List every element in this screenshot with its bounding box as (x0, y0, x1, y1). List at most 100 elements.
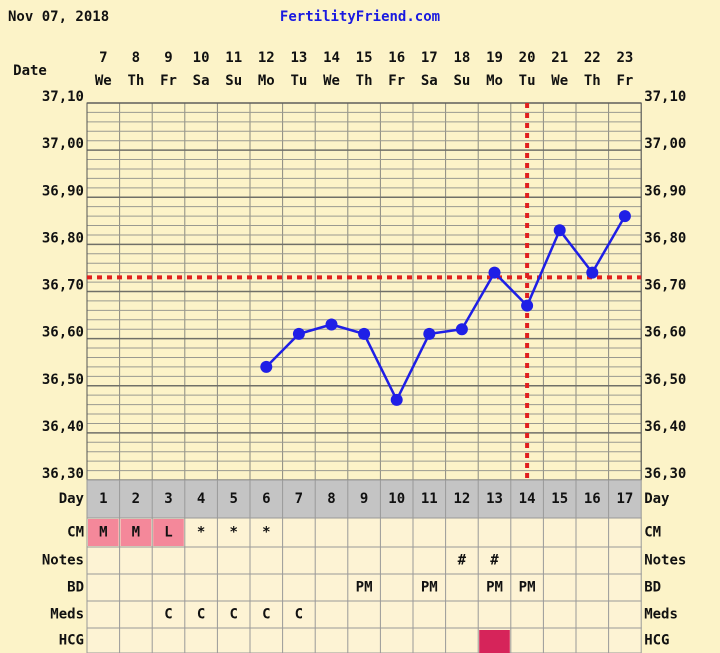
cell-text: 6 (262, 491, 270, 507)
x-tick-label: 19 (486, 50, 503, 66)
cell-text: 7 (295, 491, 303, 507)
y-tick-label: 37,00 (42, 136, 84, 152)
y-tick-label: 36,80 (42, 230, 84, 246)
y-tick-label: 36,60 (42, 325, 84, 341)
cell-text: PM (486, 580, 503, 596)
site-name: FertilityFriend.com (280, 9, 440, 25)
chart-date: Nov 07, 2018 (8, 9, 109, 25)
cell-text: 12 (453, 491, 470, 507)
temp-point (260, 360, 273, 373)
weekday-label: Th (127, 73, 144, 89)
cell-text: * (229, 525, 237, 541)
cell-text: 8 (327, 491, 335, 507)
cell-text: PM (519, 580, 536, 596)
x-tick-label: 13 (290, 50, 307, 66)
table-row-bg (86, 546, 642, 575)
temp-point (358, 327, 371, 340)
row-label-right: Meds (644, 607, 678, 623)
weekday-label: Mo (486, 73, 503, 89)
y-tick-label: 37,10 (42, 89, 84, 105)
y-tick-label-right: 36,60 (644, 325, 686, 341)
y-tick-label-right: 37,00 (644, 136, 686, 152)
y-tick-label: 36,70 (42, 278, 84, 294)
temp-point (618, 210, 631, 223)
cell-text: 13 (486, 491, 503, 507)
temp-point (521, 299, 534, 312)
cell-text: 11 (421, 491, 438, 507)
cell-text: * (262, 525, 270, 541)
y-tick-label-right: 36,50 (644, 372, 686, 388)
weekday-label: Fr (616, 73, 633, 89)
cell-text: 10 (388, 491, 405, 507)
weekday-label: Tu (290, 73, 307, 89)
temp-point (325, 318, 338, 331)
y-tick-label: 36,90 (42, 183, 84, 199)
weekday-label: Mo (258, 73, 275, 89)
weekday-label: Sa (421, 73, 438, 89)
x-tick-label: 17 (421, 50, 438, 66)
y-tick-label-right: 37,10 (644, 89, 686, 105)
cell-highlight (88, 519, 119, 546)
cell-text: 9 (360, 491, 368, 507)
temp-point (553, 224, 566, 237)
x-tick-label: 12 (258, 50, 275, 66)
weekday-label: Fr (388, 73, 405, 89)
weekday-label: Su (453, 73, 470, 89)
cell-text: 4 (197, 491, 205, 507)
table-row-bg (86, 600, 642, 629)
x-tick-label: 16 (388, 50, 405, 66)
cell-text: PM (421, 580, 438, 596)
temp-point (586, 266, 599, 279)
x-tick-label: 14 (323, 50, 340, 66)
cell-text: * (197, 525, 205, 541)
row-label: CM (67, 525, 84, 541)
y-tick-label: 36,30 (42, 466, 84, 482)
weekday-label: We (551, 73, 568, 89)
x-tick-label: 8 (132, 50, 140, 66)
cell-text: C (262, 607, 270, 623)
weekday-label: Th (356, 73, 373, 89)
cell-text: C (164, 607, 172, 623)
x-tick-label: 7 (99, 50, 107, 66)
temp-point (423, 327, 436, 340)
weekday-label: Su (225, 73, 242, 89)
cell-text: # (458, 553, 467, 569)
cell-text: L (164, 525, 172, 541)
x-tick-label: 22 (584, 50, 601, 66)
cell-text: M (132, 525, 140, 541)
row-label-right: Notes (644, 553, 686, 569)
weekday-label: Tu (519, 73, 536, 89)
cell-text: 16 (584, 491, 601, 507)
row-label: Notes (42, 553, 84, 569)
y-tick-label-right: 36,40 (644, 419, 686, 435)
row-label-right: Day (644, 491, 670, 507)
cell-text: C (197, 607, 205, 623)
x-axis-label: Date (13, 63, 47, 79)
cell-text: C (295, 607, 303, 623)
x-tick-label: 23 (616, 50, 633, 66)
weekday-label: We (323, 73, 340, 89)
hcg-mark (479, 630, 510, 653)
y-tick-label: 36,40 (42, 419, 84, 435)
cell-highlight (153, 519, 184, 546)
weekday-label: Fr (160, 73, 177, 89)
cell-text: 2 (132, 491, 140, 507)
y-tick-label: 36,50 (42, 372, 84, 388)
weekday-label: We (95, 73, 112, 89)
cell-text: 17 (616, 491, 633, 507)
temp-point (455, 323, 468, 336)
cell-text: 5 (229, 491, 237, 507)
x-tick-label: 15 (356, 50, 373, 66)
temp-point (390, 393, 403, 406)
weekday-label: Sa (193, 73, 210, 89)
cell-text: PM (356, 580, 373, 596)
table-row-bg (86, 479, 642, 519)
y-tick-label-right: 36,90 (644, 183, 686, 199)
y-tick-label-right: 36,80 (644, 230, 686, 246)
x-tick-label: 21 (551, 50, 568, 66)
table-row-bg (86, 573, 642, 602)
row-label-right: BD (644, 580, 661, 596)
x-tick-label: 9 (164, 50, 172, 66)
row-label: HCG (59, 633, 84, 649)
